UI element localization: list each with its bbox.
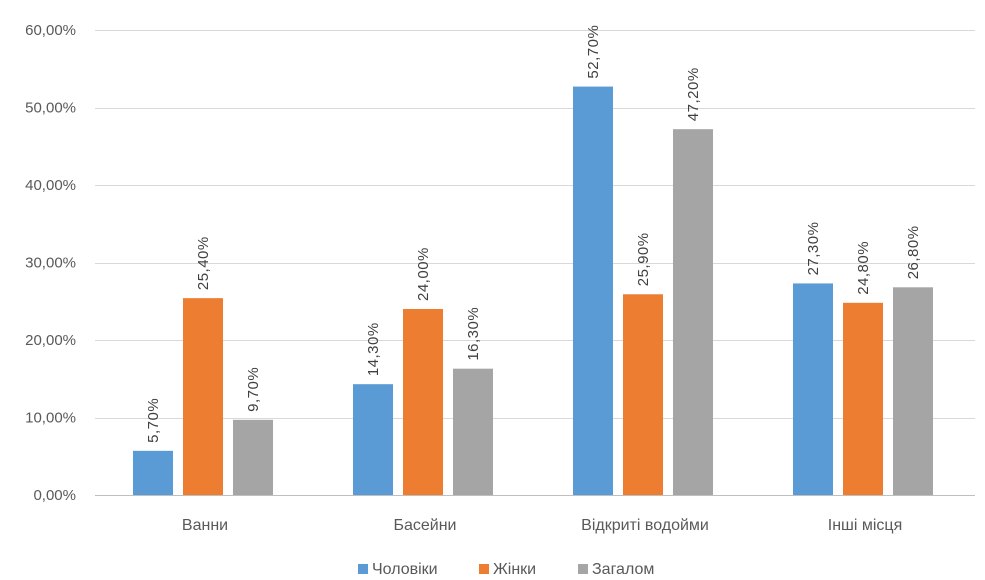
bar — [353, 384, 393, 495]
data-labels: 5,70% 25,40% 9,70% 14,30% 24,00% 16,30% 52,70%… — [145, 25, 922, 443]
bar — [673, 129, 713, 495]
legend-label: Загалом — [592, 561, 654, 578]
data-label: 14,30% — [365, 322, 382, 376]
bars — [133, 86, 933, 495]
data-label: 16,30% — [465, 307, 482, 361]
legend-label: Чоловіки — [372, 561, 438, 578]
x-category-label: Відкриті водойми — [581, 517, 709, 534]
x-category-label: Ванни — [182, 517, 228, 534]
bar — [453, 368, 493, 495]
x-category-label: Басейни — [393, 517, 456, 534]
bar — [133, 450, 173, 495]
bar — [623, 294, 663, 495]
y-tick-label: 20,00% — [25, 332, 76, 349]
y-tick-label: 10,00% — [25, 410, 76, 427]
y-axis-tick-labels: 0,00% 10,00% 20,00% 30,00% 40,00% 50,00% 60,00… — [25, 22, 76, 504]
legend-swatch — [479, 564, 489, 574]
bar — [843, 302, 883, 495]
x-category-label: Інші місця — [828, 517, 903, 534]
y-tick-label: 50,00% — [25, 100, 76, 117]
bar — [403, 309, 443, 495]
data-label: 47,20% — [685, 67, 702, 121]
data-label: 24,00% — [415, 247, 432, 301]
data-label: 26,80% — [905, 225, 922, 279]
bar — [233, 419, 273, 495]
data-label: 27,30% — [805, 222, 822, 276]
gridlines — [95, 30, 975, 496]
y-tick-label: 30,00% — [25, 255, 76, 272]
y-tick-label: 60,00% — [25, 22, 76, 39]
y-tick-label: 40,00% — [25, 177, 76, 194]
y-tick-label: 0,00% — [33, 487, 76, 504]
legend: Чоловіки Жінки Загалом — [358, 561, 654, 578]
legend-label: Жінки — [493, 561, 536, 578]
data-label: 5,70% — [145, 398, 162, 443]
data-label: 9,70% — [245, 367, 262, 412]
data-label: 24,80% — [855, 241, 872, 295]
bar — [893, 287, 933, 495]
data-label: 25,40% — [195, 236, 212, 290]
bar — [573, 86, 613, 495]
bar — [793, 283, 833, 495]
data-label: 25,90% — [635, 232, 652, 286]
bar — [183, 298, 223, 495]
legend-swatch — [358, 564, 368, 574]
data-label: 52,70% — [585, 25, 602, 79]
x-axis-category-labels: Ванни Басейни Відкриті водойми Інші місця — [182, 517, 902, 534]
legend-swatch — [578, 564, 588, 574]
